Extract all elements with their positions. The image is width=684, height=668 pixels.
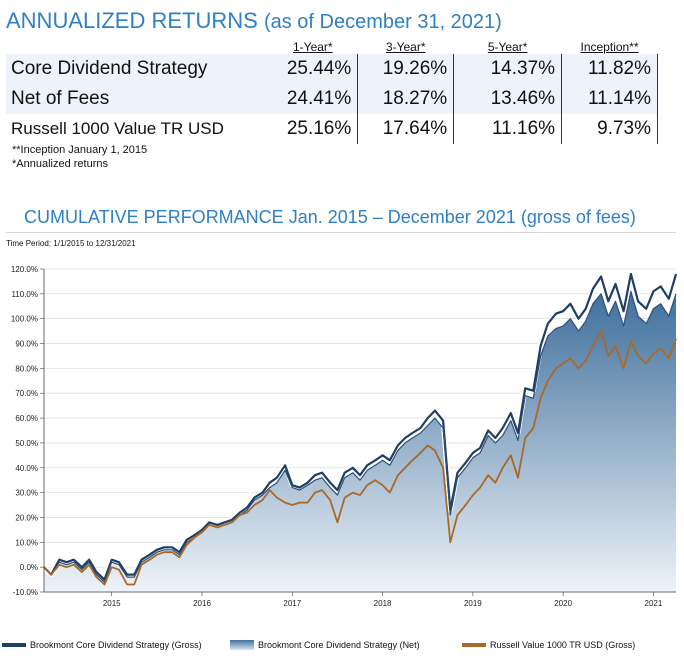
y-tick-label: 120.0% — [11, 265, 38, 274]
net-area — [44, 291, 676, 592]
performance-title: CUMULATIVE PERFORMANCE Jan. 2015 – Decem… — [24, 207, 636, 227]
returns-title-main: ANNUALIZED RETURNS — [6, 8, 258, 33]
value-1-year: 25.16% — [267, 114, 359, 144]
legend-item-net: Brookmont Core Dividend Strategy (Net) — [230, 640, 420, 650]
y-tick-label: 60.0% — [15, 414, 38, 423]
legend-swatch-russell — [462, 643, 486, 647]
legend-swatch-net — [230, 640, 254, 650]
time-period-label: Time Period: 1/1/2015 to 12/31/2021 — [6, 239, 136, 248]
x-tick-label: 2017 — [283, 599, 301, 608]
legend-item-gross: Brookmont Core Dividend Strategy (Gross) — [2, 640, 202, 650]
value-3-year: 17.64% — [357, 114, 455, 144]
value-3-year: 19.26% — [357, 54, 455, 84]
header-3-year: 3-Year* — [385, 40, 426, 54]
value-inception: 9.73% — [561, 114, 658, 144]
footnote-annualized: *Annualized returns — [12, 158, 109, 170]
net-line — [43, 290, 677, 583]
returns-table: 1-Year* 3-Year* 5-Year* Inception** Core… — [6, 38, 658, 144]
y-tick-label: 20.0% — [15, 513, 38, 522]
y-tick-label: 80.0% — [15, 364, 38, 373]
y-tick-label: 50.0% — [15, 439, 38, 448]
row-label: Russell 1000 Value TR USD — [11, 119, 224, 138]
y-tick-label: 90.0% — [15, 340, 38, 349]
value-5-year: 11.16% — [453, 114, 563, 144]
x-tick-label: 2020 — [554, 599, 572, 608]
value-1-year: 25.44% — [267, 54, 359, 84]
value-5-year: 13.46% — [453, 84, 563, 114]
value-5-year: 14.37% — [453, 54, 563, 84]
x-tick-label: 2019 — [464, 599, 482, 608]
returns-title: ANNUALIZED RETURNS (as of December 31, 2… — [6, 8, 502, 34]
row-label: Core Dividend Strategy — [6, 54, 268, 84]
returns-subtitle: (as of December 31, 2021) — [263, 11, 502, 33]
value-1-year: 24.41% — [267, 84, 359, 114]
y-tick-label: 40.0% — [15, 464, 38, 473]
y-tick-label: 30.0% — [15, 489, 38, 498]
y-tick-label: 0.0% — [20, 563, 38, 572]
y-tick-label: 10.0% — [15, 538, 38, 547]
y-tick-label: 70.0% — [15, 389, 38, 398]
legend-swatch-gross — [2, 643, 26, 647]
gross-line — [43, 272, 678, 581]
y-tick-label: -10.0% — [13, 588, 38, 597]
header-5-year: 5-Year* — [487, 40, 528, 54]
cumulative-performance-chart: -10.0% 0.0% 10.0% 20.0% 30.0% 40.0% 50.0% 60.0%… — [11, 265, 679, 608]
title-divider — [6, 232, 676, 233]
x-tick-label: 2016 — [193, 599, 211, 608]
chart-legend: Brookmont Core Dividend Strategy (Gross)… — [0, 638, 684, 658]
x-tick-label: 2018 — [374, 599, 392, 608]
value-inception: 11.82% — [561, 54, 658, 84]
x-tick-label: 2021 — [645, 599, 663, 608]
legend-label-gross: Brookmont Core Dividend Strategy (Gross) — [30, 640, 202, 650]
legend-label-russell: Russell Value 1000 TR USD (Gross) — [490, 640, 636, 650]
legend-item-russell: Russell Value 1000 TR USD (Gross) — [462, 640, 635, 650]
returns-row-russell: Russell 1000 Value TR USD 25.16% 17.64% … — [6, 114, 658, 144]
returns-row-net: Net of Fees 24.41% 18.27% 13.46% 11.14% — [6, 84, 658, 114]
returns-row-core: Core Dividend Strategy 25.44% 19.26% 14.… — [6, 54, 658, 84]
returns-header-row: 1-Year* 3-Year* 5-Year* Inception** — [6, 38, 658, 54]
x-tick-label: 2015 — [103, 599, 121, 608]
russell-line — [43, 330, 677, 586]
value-3-year: 18.27% — [357, 84, 455, 114]
header-1-year: 1-Year* — [293, 40, 333, 54]
y-tick-label: 100.0% — [11, 315, 38, 324]
y-tick-label: 110.0% — [11, 290, 38, 299]
header-inception: Inception** — [580, 40, 639, 54]
row-label: Net of Fees — [6, 84, 268, 114]
footnote-inception: **Inception January 1, 2015 — [12, 144, 148, 156]
legend-label-net: Brookmont Core Dividend Strategy (Net) — [258, 640, 420, 650]
value-inception: 11.14% — [561, 84, 658, 114]
